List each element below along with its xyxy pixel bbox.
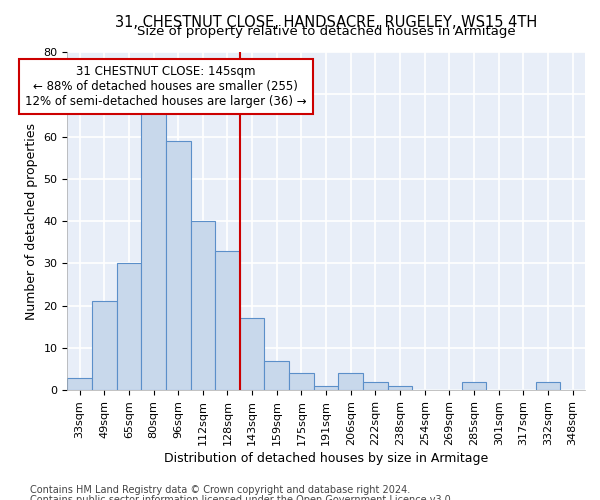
Bar [536, 382, 560, 390]
Text: 31 CHESTNUT CLOSE: 145sqm
← 88% of detached houses are smaller (255)
12% of semi: 31 CHESTNUT CLOSE: 145sqm ← 88% of detac… [25, 64, 307, 108]
X-axis label: Distribution of detached houses by size in Armitage: Distribution of detached houses by size … [164, 452, 488, 465]
Bar [388, 386, 412, 390]
Bar [240, 318, 265, 390]
Bar [116, 264, 141, 390]
Bar [265, 360, 289, 390]
Title: 31, CHESTNUT CLOSE, HANDSACRE, RUGELEY, WS15 4TH: 31, CHESTNUT CLOSE, HANDSACRE, RUGELEY, … [115, 15, 537, 30]
Text: Size of property relative to detached houses in Armitage: Size of property relative to detached ho… [137, 26, 515, 38]
Text: Contains public sector information licensed under the Open Government Licence v3: Contains public sector information licen… [30, 495, 454, 500]
Bar [166, 141, 191, 390]
Bar [67, 378, 92, 390]
Bar [215, 250, 240, 390]
Bar [191, 221, 215, 390]
Y-axis label: Number of detached properties: Number of detached properties [25, 122, 38, 320]
Text: Contains HM Land Registry data © Crown copyright and database right 2024.: Contains HM Land Registry data © Crown c… [30, 485, 410, 495]
Bar [338, 374, 363, 390]
Bar [289, 374, 314, 390]
Bar [462, 382, 487, 390]
Bar [314, 386, 338, 390]
Bar [363, 382, 388, 390]
Bar [141, 111, 166, 390]
Bar [92, 302, 116, 390]
